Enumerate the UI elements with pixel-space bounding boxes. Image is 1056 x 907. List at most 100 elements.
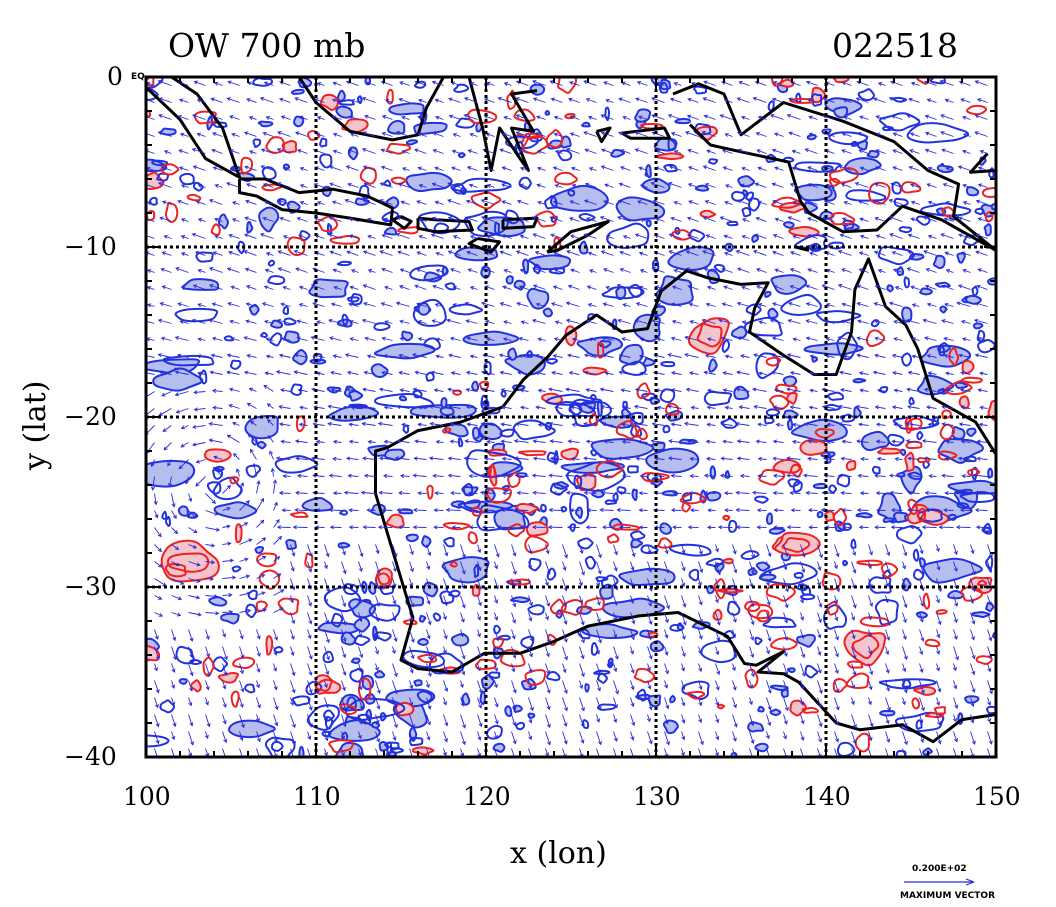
ow-shaded-region: [217, 213, 230, 230]
wind-vector-arrow: [755, 268, 767, 273]
ow-shaded-region: [855, 512, 873, 519]
wind-vector-arrow: [926, 183, 937, 188]
wind-vector-arrow: [448, 353, 461, 358]
wind-vector-arrow: [532, 216, 546, 222]
wind-vector-arrow: [569, 132, 580, 137]
ow-contour: [390, 176, 408, 185]
wind-vector-arrow: [603, 439, 614, 444]
wind-vector-arrow: [765, 578, 770, 587]
wind-vector-arrow: [664, 544, 669, 555]
wind-vector-arrow: [378, 387, 393, 392]
wind-vector-arrow: [518, 336, 529, 341]
wind-vector-arrow: [426, 663, 432, 677]
wind-vector-arrow: [553, 337, 563, 342]
wind-vector-arrow: [888, 96, 903, 103]
wind-vector-arrow: [418, 183, 427, 188]
ow-contour: [428, 652, 465, 675]
wind-vector-arrow: [345, 165, 359, 171]
wind-vector-arrow: [235, 468, 240, 477]
ow-contour: [251, 436, 258, 446]
wind-vector-arrow: [208, 318, 223, 324]
wind-vector-arrow: [358, 578, 363, 589]
wind-vector-arrow: [503, 82, 512, 87]
ow-contour: [963, 455, 977, 463]
ow-contour: [260, 331, 268, 338]
wind-vector-arrow: [177, 302, 189, 307]
wind-vector-arrow: [667, 113, 682, 120]
wind-vector-arrow: [667, 404, 682, 409]
wind-vector-arrow: [719, 473, 733, 478]
ow-contour: [386, 142, 412, 155]
wind-vector-arrow: [180, 184, 189, 189]
wind-vector-arrow: [226, 353, 240, 358]
wind-vector-arrow: [380, 302, 393, 307]
wind-vector-arrow: [630, 697, 635, 708]
ow-shaded-region: [336, 89, 346, 102]
ow-shaded-region: [712, 608, 723, 621]
wind-vector-arrow: [430, 370, 444, 375]
wind-vector-arrow: [840, 183, 852, 188]
ow-contour: [261, 166, 277, 181]
ow-contour: [507, 471, 521, 489]
wind-vector-arrow: [936, 731, 942, 745]
wind-vector-arrow: [868, 748, 872, 757]
wind-vector-arrow: [193, 390, 206, 395]
wind-vector-arrow: [435, 337, 444, 342]
wind-vector-arrow: [909, 525, 920, 530]
wind-vector-arrow: [770, 353, 784, 358]
wind-vector-arrow: [851, 731, 857, 745]
wind-vector-arrow: [290, 731, 296, 746]
ow-contour: [895, 525, 923, 545]
wind-vector-arrow: [451, 525, 461, 530]
wind-vector-arrow: [330, 302, 342, 307]
wind-vector-arrow: [196, 354, 206, 359]
wind-vector-arrow: [943, 217, 954, 222]
ow-contour: [912, 568, 925, 581]
wind-vector-arrow: [943, 354, 954, 359]
ow-contour: [659, 388, 676, 404]
wind-vector-arrow: [534, 251, 546, 256]
wind-vector-arrow: [426, 612, 432, 626]
ow-contour: [323, 709, 335, 722]
ow-contour: [549, 598, 567, 615]
wind-vector-arrow: [501, 166, 512, 171]
wind-vector-arrow: [567, 353, 580, 358]
wind-vector-arrow: [434, 115, 444, 120]
wind-vector-arrow: [493, 731, 498, 740]
ow-shaded-region: [954, 381, 969, 389]
wind-vector-arrow: [383, 439, 393, 444]
wind-vector-arrow: [586, 508, 597, 513]
wind-vector-arrow: [205, 510, 219, 516]
wind-vector-arrow: [409, 544, 414, 556]
ow-contour: [245, 603, 258, 619]
wind-vector-arrow: [527, 561, 532, 570]
wind-vector-arrow: [222, 541, 232, 546]
wind-vector-arrow: [941, 404, 954, 410]
ow-contour: [426, 484, 434, 500]
wind-vector-arrow: [481, 216, 495, 222]
wind-vector-arrow: [477, 748, 482, 757]
wind-vector-arrow: [957, 165, 971, 171]
wind-vector-arrow: [192, 114, 206, 120]
wind-vector-arrow: [944, 98, 954, 103]
wind-vector-arrow: [942, 182, 954, 188]
ow-contour: [882, 125, 894, 132]
wind-vector-arrow: [429, 421, 444, 426]
ow-shaded-region: [630, 538, 644, 549]
ow-contour: [981, 186, 996, 198]
wind-vector-arrow: [970, 680, 976, 693]
wind-vector-arrow: [910, 200, 920, 205]
wind-vector-arrow: [329, 250, 342, 256]
ow-contour: [202, 656, 215, 677]
wind-vector-arrow: [162, 425, 172, 433]
wind-vector-arrow: [619, 267, 631, 273]
ow-shaded-region: [234, 523, 243, 544]
wind-vector-arrow: [841, 268, 852, 273]
wind-vector-arrow: [298, 285, 308, 290]
wind-vector-arrow: [154, 646, 160, 661]
wind-vector-arrow: [228, 403, 240, 409]
wind-vector-arrow: [192, 165, 206, 171]
wind-vector-arrow: [381, 336, 393, 341]
ow-contour: [668, 543, 712, 557]
wind-vector-arrow: [501, 183, 512, 188]
